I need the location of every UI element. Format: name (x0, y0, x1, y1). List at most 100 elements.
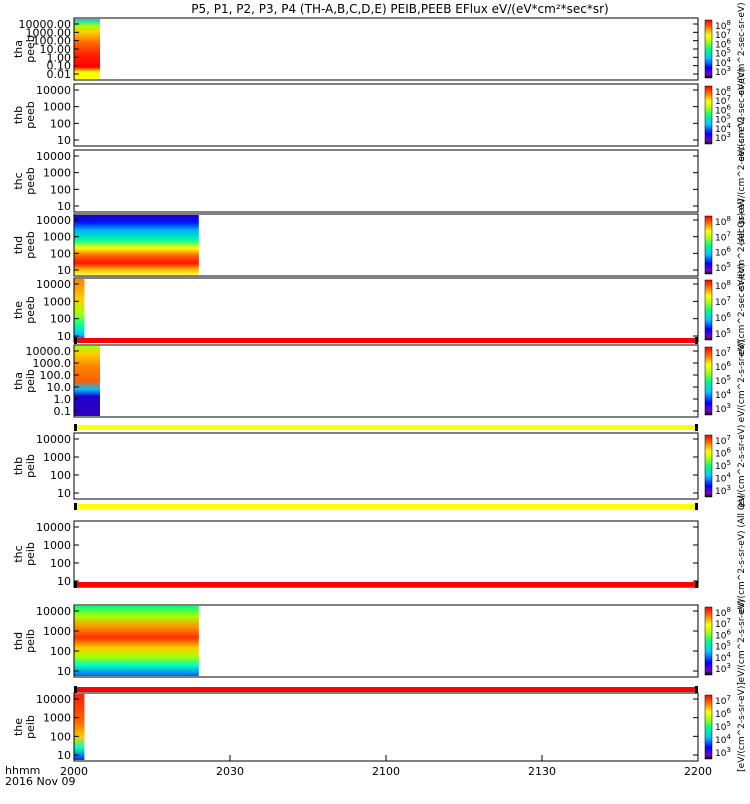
panel-frame (73, 432, 699, 500)
strip-end-cap (695, 424, 698, 431)
panel-label-probe: thd (12, 236, 25, 254)
x-tick-label: 2030 (216, 765, 244, 778)
panel-thd-peeb: 10000 1000 100 10 thd peeb 108 107 106 105 eV/(cm^… (12, 198, 747, 291)
panel-label-probe: thb (12, 457, 25, 475)
legend-strip (74, 687, 698, 692)
colorbar-tick-label: 106 (715, 360, 731, 373)
legend-strip (74, 338, 698, 343)
panel-label-probe: thc (12, 172, 25, 189)
panel-frame (73, 213, 699, 277)
colorbar-title: eV/(cm^2-s-sr-eV) (737, 425, 747, 508)
y-tick-label: 10000 (36, 693, 71, 706)
panel-label: thc peeb (12, 167, 37, 195)
panel-thc-peeb: 10000 1000 100 10 thc peeb (All Qs) eV/(cm^2-s… (12, 117, 747, 246)
colorbar-tick-label: 103 (715, 484, 731, 497)
y-tick-label: 10.00 (40, 43, 72, 56)
y-tick-label: 100.00 (33, 35, 72, 48)
y-tick-label: 10 (57, 264, 71, 277)
y-tick-label: 10000 (36, 84, 71, 97)
colorbar-tick-label: 104 (715, 472, 731, 485)
y-tick-label: 1000.00 (26, 26, 72, 39)
x-tick-label: 2200 (684, 765, 712, 778)
panel-thc-peib: 10000 1000 100 10 thc peib eV/(cm^2-s-sr-eV) (… (12, 495, 747, 613)
spectrogram-data (74, 279, 85, 341)
colorbar-tick-label: 108 (715, 279, 731, 292)
y-tick-label: 10000 (36, 278, 71, 291)
colorbar-tick-label: 106 (715, 246, 731, 259)
strip-end-cap (74, 337, 77, 344)
colorbar (704, 19, 713, 79)
panel-label-product: peib (24, 629, 37, 653)
colorbar-tick-label: 108 (715, 215, 731, 228)
y-tick-label: 10 (57, 487, 71, 500)
panel-label-probe: tha (12, 40, 25, 58)
colorbar (704, 434, 713, 498)
colorbar (704, 215, 713, 275)
colorbar-tick-label: 107 (715, 346, 731, 359)
colorbar-tick-label: 107 (715, 434, 731, 447)
figure-title: P5, P1, P2, P3, P4 (TH-A,B,C,D,E) PEIB,P… (191, 2, 608, 16)
colorbar-tick-label: 105 (715, 327, 731, 340)
strip-end-cap (74, 503, 77, 510)
y-tick-label: 1000 (43, 451, 71, 464)
panel-label-product: peeb (24, 167, 37, 195)
legend-strip (74, 504, 698, 509)
panel-frame (73, 149, 699, 213)
y-tick-label: 10 (57, 575, 71, 588)
strip-end-cap (695, 581, 698, 588)
panel-label: thb peib (12, 454, 37, 478)
colorbar-tick-label: 105 (715, 459, 731, 472)
y-tick-label: 1.00 (47, 51, 72, 64)
date-label: 2016 Nov 09 (5, 775, 75, 788)
panel-label-probe: thb (12, 106, 25, 124)
panel-label-product: peib (24, 715, 37, 739)
y-tick-label: 1000 (43, 539, 71, 552)
strip-end-cap (695, 337, 698, 344)
colorbar-tick-label: 105 (715, 720, 731, 733)
strip-end-cap (695, 686, 698, 693)
y-tick-label: 1000 (43, 101, 71, 114)
strip-end-cap (74, 686, 77, 693)
y-tick-label: 100 (50, 730, 71, 743)
colorbar-tick-label: 106 (715, 447, 731, 460)
y-tick-label: 10 (57, 749, 71, 762)
y-tick-label: 100 (50, 645, 71, 658)
strip-end-cap (74, 581, 77, 588)
colorbar (704, 694, 713, 760)
panel-label-probe: the (12, 301, 25, 319)
y-tick-label: 1000 (43, 712, 71, 725)
y-tick-label: 10000.00 (19, 18, 72, 31)
y-tick-label: 0.1 (54, 405, 72, 418)
y-tick-label: 100 (50, 313, 71, 326)
panel-label-product: peeb (24, 296, 37, 324)
y-tick-label: 100.0 (40, 369, 72, 382)
legend-strip (74, 425, 698, 430)
panel-frame (73, 344, 699, 418)
y-tick-label: 100 (50, 117, 71, 130)
y-tick-label: 100 (50, 469, 71, 482)
panel-label-probe: thc (12, 545, 25, 562)
y-tick-label: 0.10 (47, 60, 72, 73)
spectrogram-data (74, 346, 100, 416)
colorbar-tick-label: 105 (715, 261, 731, 274)
panel-label-product: peib (24, 542, 37, 566)
x-tick-label: 2130 (528, 765, 556, 778)
x-tick-label: 2100 (372, 765, 400, 778)
colorbar-title: eV/(cm^2-sec-sr-eV) (737, 198, 747, 291)
y-tick-label: 100 (50, 247, 71, 260)
y-tick-label: 10000.0 (26, 345, 72, 358)
y-tick-label: 1000 (43, 295, 71, 308)
y-tick-label: 1000 (43, 625, 71, 638)
spectrogram-data (74, 606, 199, 676)
strip-end-cap (74, 424, 77, 431)
y-tick-label: 1.0 (54, 393, 72, 406)
spectrogram-data (74, 215, 199, 275)
colorbar-title: eV/(cm^2-s-sr-eV) (All Qs) (737, 495, 747, 613)
panel-label-product: peeb (24, 101, 37, 129)
